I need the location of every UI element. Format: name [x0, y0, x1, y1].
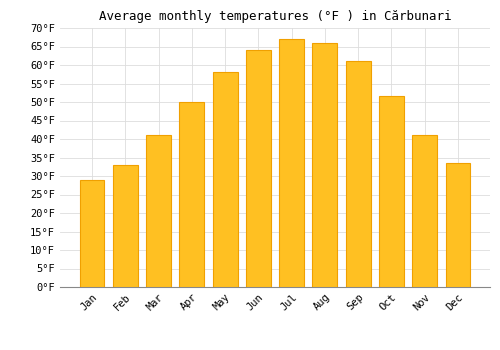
- Bar: [212, 72, 238, 287]
- Bar: [180, 102, 204, 287]
- Bar: [446, 163, 470, 287]
- Bar: [279, 39, 304, 287]
- Bar: [113, 165, 138, 287]
- Bar: [80, 180, 104, 287]
- Bar: [346, 61, 370, 287]
- Title: Average monthly temperatures (°F ) in Cărbunari: Average monthly temperatures (°F ) in Că…: [99, 10, 451, 23]
- Bar: [146, 135, 171, 287]
- Bar: [412, 135, 437, 287]
- Bar: [379, 97, 404, 287]
- Bar: [312, 43, 338, 287]
- Bar: [246, 50, 271, 287]
